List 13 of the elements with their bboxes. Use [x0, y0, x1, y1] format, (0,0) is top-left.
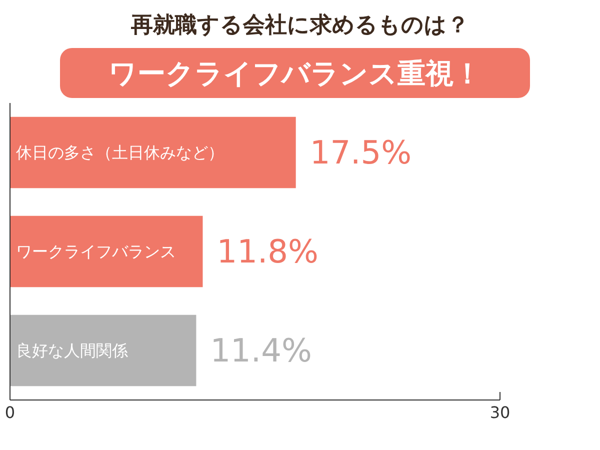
y-tick-label: ワークライフバランス	[16, 242, 176, 262]
bar	[10, 116, 296, 188]
data-label: 11.4%	[210, 332, 312, 370]
data-label: 11.8%	[216, 232, 318, 271]
y-tick-label: 休日の多さ（土日休みなど）	[16, 143, 224, 162]
bar	[10, 314, 196, 386]
x-tick-label: 0	[4, 403, 16, 422]
y-tick-label: 良好な人間関係	[16, 341, 128, 360]
bar	[10, 216, 203, 288]
data-label: 17.5%	[310, 134, 412, 172]
x-tick-label: 30	[490, 403, 510, 422]
chart-title: 再就職する会社に求めるものは？	[130, 13, 469, 38]
chart-subtitle: ワークライフバランス重視！	[108, 56, 482, 90]
